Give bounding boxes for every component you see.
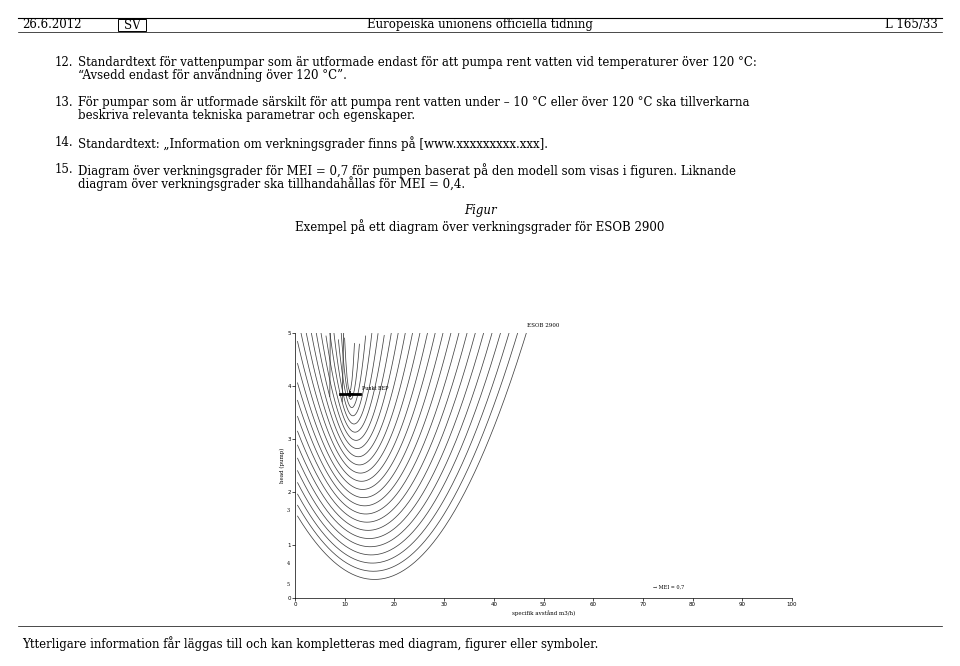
Text: 12.: 12. [55, 56, 74, 69]
Text: 13.: 13. [55, 96, 74, 109]
X-axis label: specifik avstånd m3/h): specifik avstånd m3/h) [512, 610, 575, 615]
Text: Exempel på ett diagram över verkningsgrader för ESOB 2900: Exempel på ett diagram över verkningsgra… [296, 219, 664, 234]
Text: Standardtext: „Information om verkningsgrader finns på [www.xxxxxxxxx.xxx].: Standardtext: „Information om verkningsg… [78, 136, 548, 151]
FancyBboxPatch shape [118, 19, 146, 31]
Text: “Avsedd endast för användning över 120 °C”.: “Avsedd endast för användning över 120 °… [78, 69, 347, 82]
Text: Standardtext för vattenpumpar som är utformade endast för att pumpa rent vatten : Standardtext för vattenpumpar som är utf… [78, 56, 756, 69]
Y-axis label: head (pump): head (pump) [279, 448, 284, 484]
Text: 14.: 14. [55, 136, 74, 149]
Text: Punkt BEP: Punkt BEP [362, 386, 389, 392]
Text: 5: 5 [287, 582, 290, 587]
Text: 15.: 15. [55, 163, 74, 176]
Text: Europeiska unionens officiella tidning: Europeiska unionens officiella tidning [367, 18, 593, 31]
Text: För pumpar som är utformade särskilt för att pumpa rent vatten under – 10 °C ell: För pumpar som är utformade särskilt för… [78, 96, 750, 109]
Text: SV: SV [124, 19, 140, 32]
Text: beskriva relevanta tekniska parametrar och egenskaper.: beskriva relevanta tekniska parametrar o… [78, 109, 415, 122]
Text: ESOB 2900: ESOB 2900 [527, 323, 560, 328]
Text: Figur: Figur [464, 204, 496, 217]
Text: → MEI = 0,7: → MEI = 0,7 [653, 585, 684, 590]
Text: diagram över verkningsgrader ska tillhandahållas för MEI = 0,4.: diagram över verkningsgrader ska tillhan… [78, 176, 466, 191]
Text: 3: 3 [287, 508, 290, 513]
Text: 26.6.2012: 26.6.2012 [22, 18, 82, 31]
Text: Ytterligare information får läggas till och kan kompletteras med diagram, figure: Ytterligare information får läggas till … [22, 636, 598, 651]
Text: Diagram över verkningsgrader för MEI = 0,7 för pumpen baserat på den modell som : Diagram över verkningsgrader för MEI = 0… [78, 163, 736, 178]
Text: 4: 4 [287, 561, 290, 566]
Text: L 165/33: L 165/33 [885, 18, 938, 31]
